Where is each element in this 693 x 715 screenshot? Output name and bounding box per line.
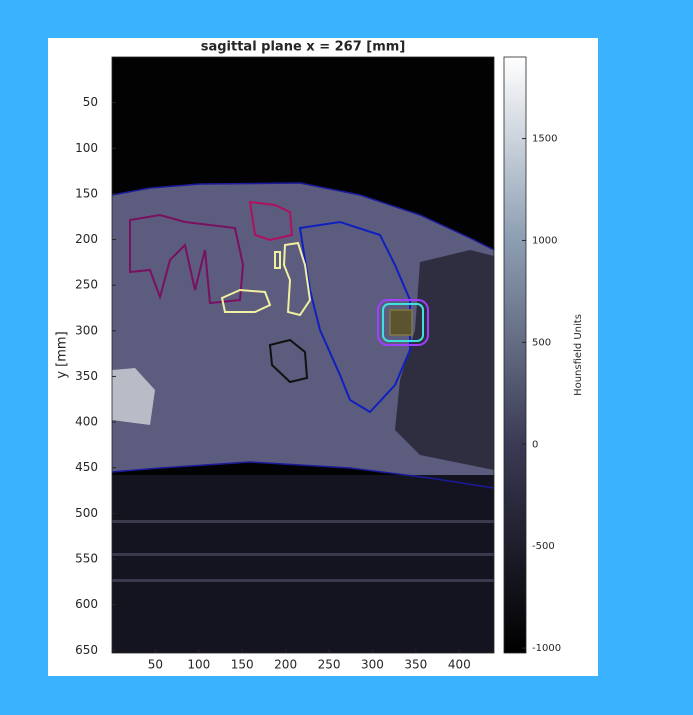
x-tick-label: 100 <box>187 658 210 672</box>
x-tick-label: 250 <box>318 658 341 672</box>
ct-image <box>112 57 494 653</box>
y-tick-label: 200 <box>75 232 98 246</box>
colorbar-tick-label: 1500 <box>532 134 557 145</box>
x-tick-label: 400 <box>448 658 471 672</box>
figure: sagittal plane x = 267 [mm] y [mm] Houns… <box>0 0 693 715</box>
colorbar-tick-label: 500 <box>532 337 551 348</box>
x-tick-label: 50 <box>148 658 163 672</box>
colorbar <box>504 57 526 653</box>
y-tick-label: 300 <box>75 323 98 337</box>
y-tick-label: 150 <box>75 186 98 200</box>
x-tick-label: 350 <box>404 658 427 672</box>
y-tick-label: 100 <box>75 141 98 155</box>
x-tick-label: 200 <box>274 658 297 672</box>
x-tick-label: 300 <box>361 658 384 672</box>
y-tick-label: 650 <box>75 643 98 657</box>
y-axis-label: y [mm] <box>55 331 70 378</box>
y-tick-label: 600 <box>75 597 98 611</box>
y-tick-label: 50 <box>83 95 98 109</box>
y-tick-label: 450 <box>75 460 98 474</box>
y-tick-label: 500 <box>75 506 98 520</box>
chart-title: sagittal plane x = 267 [mm] <box>201 40 406 55</box>
x-tick-label: 150 <box>231 658 254 672</box>
y-tick-label: 250 <box>75 278 98 292</box>
y-tick-label: 400 <box>75 415 98 429</box>
colorbar-tick-label: -1000 <box>532 643 561 654</box>
y-tick-label: 350 <box>75 369 98 383</box>
y-tick-label: 550 <box>75 551 98 565</box>
colorbar-tick-label: 0 <box>532 439 538 450</box>
colorbar-label: Hounsfield Units <box>573 314 584 396</box>
colorbar-tick-label: 1000 <box>532 235 557 246</box>
colorbar-tick-label: -500 <box>532 541 555 552</box>
